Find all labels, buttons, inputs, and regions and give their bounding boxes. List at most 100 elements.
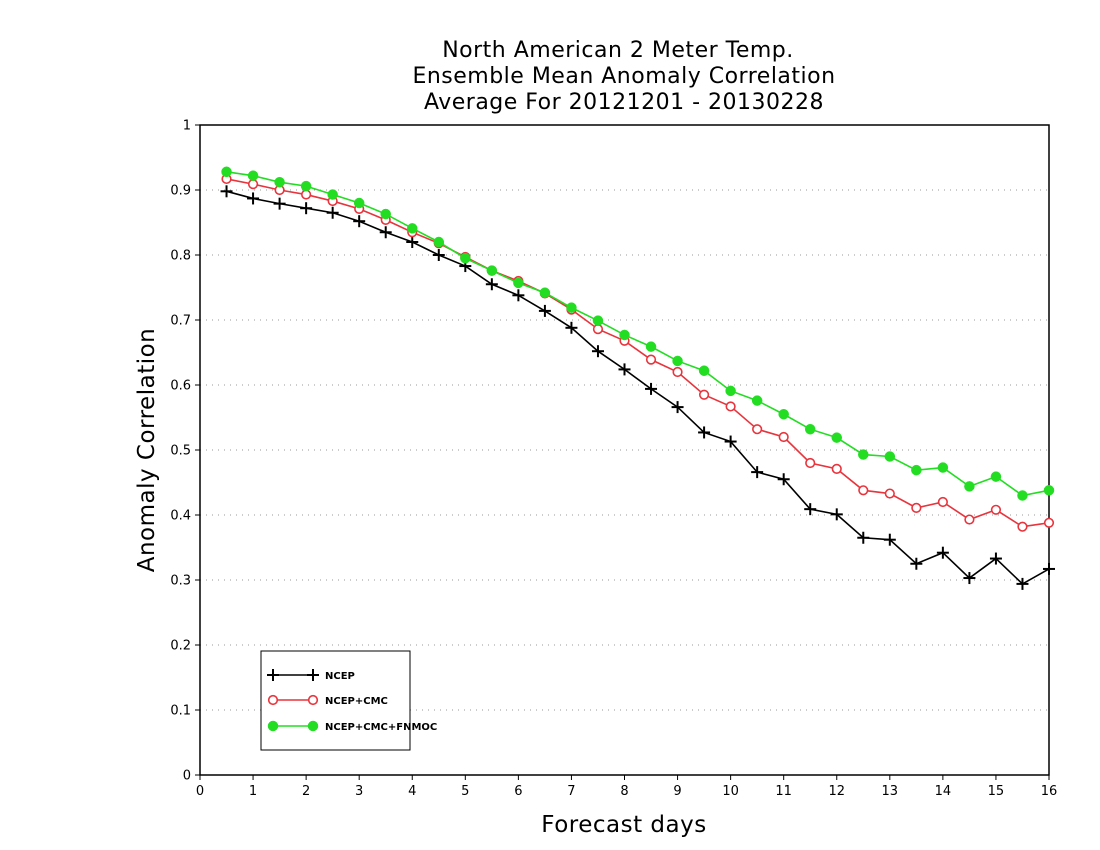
data-point: [698, 426, 711, 439]
data-point: [539, 287, 551, 298]
data-point: [804, 503, 817, 516]
data-point: [989, 552, 1002, 565]
series-line: [226, 178, 1050, 528]
data-point: [830, 508, 843, 521]
series-ncep-cmc: [221, 173, 1055, 532]
legend-marker: [267, 720, 279, 732]
x-axis-ticks: 0 1 2 3 4 5 6 7 8 9 10 11 12 13 14 15 16: [196, 775, 1057, 799]
series-line: [226, 190, 1050, 585]
legend-label: NCEP+CMC: [325, 696, 388, 707]
data-point: [964, 514, 975, 525]
y-axis-ticks: 0 0.1 0.2 0.3 0.4 0.5 0.6 0.7 0.8 0.9 1: [170, 119, 200, 784]
y-tick-label: 0.4: [170, 509, 191, 524]
legend-marker: [267, 694, 279, 706]
data-point: [1017, 521, 1028, 532]
data-point: [805, 457, 816, 469]
data-point: [778, 409, 789, 420]
x-tick-label: 16: [1041, 784, 1058, 799]
data-point: [591, 345, 604, 358]
data-point: [379, 226, 392, 239]
series-layer: [220, 166, 1055, 590]
series-ncep-cmc-fnmoc: [221, 166, 1055, 501]
data-point: [301, 189, 312, 200]
data-point: [353, 197, 365, 209]
legend-marker: [267, 669, 279, 681]
data-point: [883, 533, 896, 546]
data-point: [300, 202, 313, 215]
data-point: [1043, 485, 1055, 496]
legend: NCEP NCEP+CMC NCEP+CMC+FNMOC: [260, 650, 437, 751]
legend-marker: [307, 720, 319, 732]
data-point: [327, 189, 338, 200]
data-point: [221, 166, 232, 178]
grid-layer: [200, 189, 1049, 711]
data-point: [485, 278, 498, 291]
data-point: [1043, 517, 1055, 528]
data-point: [698, 365, 710, 376]
x-tick-label: 7: [567, 784, 575, 799]
y-tick-label: 0.2: [170, 639, 191, 654]
data-point: [592, 315, 604, 326]
data-point: [672, 366, 683, 378]
data-point: [566, 302, 577, 313]
chart-title-line-1: North American 2 Meter Temp.: [442, 38, 794, 63]
data-point: [725, 385, 736, 397]
data-point: [804, 423, 816, 435]
y-tick-label: 0.8: [170, 249, 191, 264]
x-tick-label: 13: [882, 784, 899, 799]
data-point: [247, 192, 260, 205]
data-point: [619, 329, 630, 341]
data-point: [672, 355, 683, 367]
data-point: [990, 504, 1002, 515]
data-point: [433, 236, 445, 248]
data-point: [911, 464, 922, 476]
data-point: [884, 488, 895, 499]
data-point: [1016, 577, 1029, 590]
data-point: [618, 363, 631, 376]
data-point: [751, 466, 764, 479]
y-tick-label: 0: [183, 769, 191, 784]
data-point: [380, 208, 391, 220]
y-tick-label: 0.7: [170, 314, 191, 329]
data-point: [645, 341, 657, 352]
data-point: [778, 431, 789, 443]
data-point: [353, 215, 366, 228]
y-axis-label: Anomaly Correlation: [134, 328, 160, 573]
legend-marker: [307, 694, 319, 706]
legend-label: NCEP+CMC+FNMOC: [325, 722, 437, 733]
y-tick-label: 1: [183, 119, 191, 134]
x-tick-label: 10: [722, 784, 739, 799]
legend-item: NCEP+CMC+FNMOC: [267, 720, 437, 733]
y-tick-label: 0.9: [170, 184, 191, 199]
data-point: [777, 473, 790, 486]
data-point: [1017, 490, 1028, 501]
legend-item: NCEP+CMC: [267, 694, 388, 707]
data-point: [592, 324, 604, 335]
x-tick-label: 4: [408, 784, 416, 799]
data-point: [936, 546, 949, 559]
data-point: [937, 496, 948, 508]
x-tick-label: 6: [514, 784, 522, 799]
x-tick-label: 0: [196, 784, 204, 799]
data-point: [274, 176, 285, 188]
data-point: [884, 451, 896, 462]
data-point: [512, 289, 525, 302]
x-axis-label: Forecast days: [541, 812, 706, 838]
chart-title-line-2: Ensemble Mean Anomaly Correlation: [412, 64, 835, 89]
data-point: [858, 485, 869, 496]
data-point: [432, 249, 445, 261]
legend-label: NCEP: [325, 671, 355, 682]
data-point: [645, 382, 658, 395]
y-tick-label: 0.5: [170, 444, 191, 459]
data-point: [698, 389, 710, 400]
x-tick-label: 12: [828, 784, 845, 799]
data-point: [724, 435, 737, 448]
data-point: [910, 557, 923, 570]
data-point: [460, 253, 471, 264]
x-tick-label: 1: [249, 784, 257, 799]
data-point: [326, 206, 339, 219]
data-point: [273, 197, 286, 210]
y-tick-label: 0.3: [170, 574, 191, 589]
data-point: [486, 265, 498, 276]
